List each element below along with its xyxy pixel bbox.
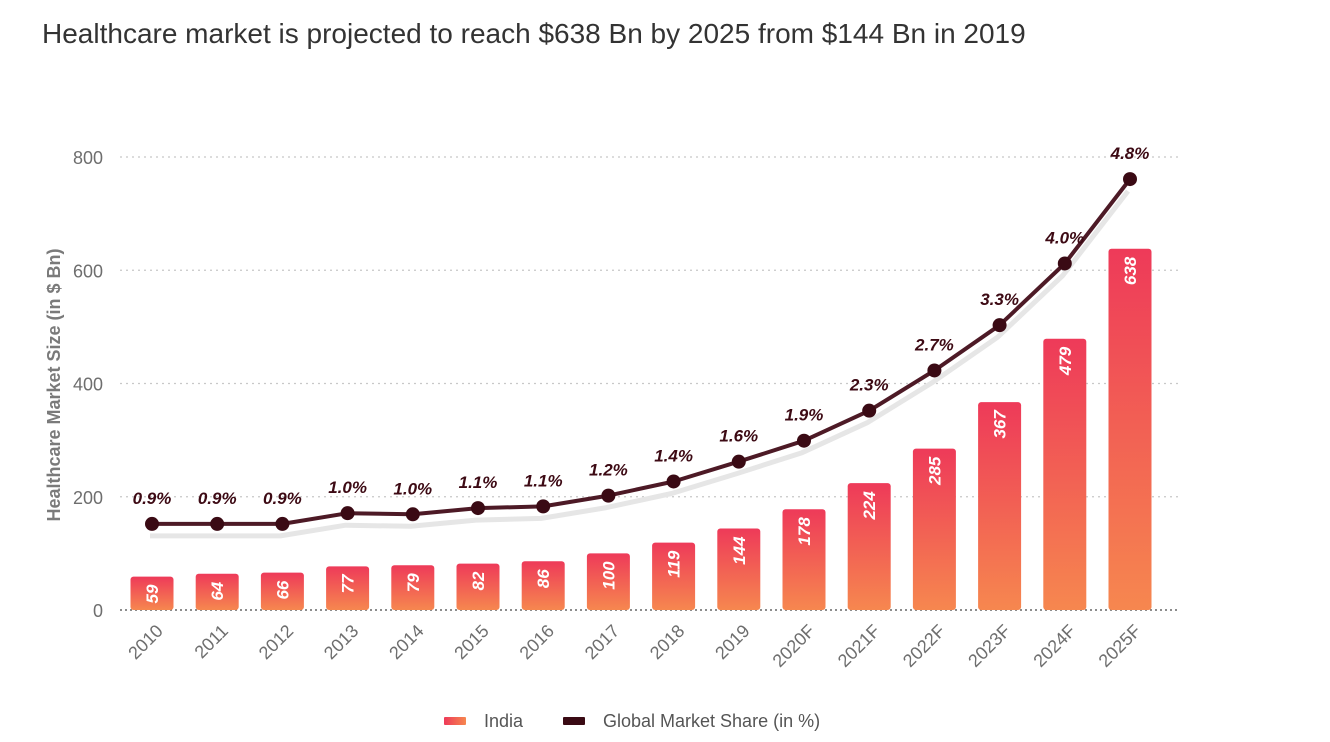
legend-swatch-global-share [563, 717, 585, 725]
share-value-label: 1.6% [719, 427, 758, 446]
bar [130, 576, 174, 610]
bar [847, 483, 891, 610]
share-marker [471, 501, 485, 516]
x-tick-label: 2019 [711, 621, 753, 663]
chart-title: Healthcare market is projected to reach … [42, 18, 1026, 49]
bar-series-india: 59 64 66 77 79 82 86 100 119 144 178 224 285 367 479 63… [130, 248, 1152, 611]
x-tick-label: 2016 [516, 621, 558, 663]
x-tick-label: 2024F [1029, 621, 1079, 671]
share-marker [275, 516, 290, 531]
share-marker [992, 318, 1007, 333]
share-marker [601, 488, 616, 503]
y-tick-label: 200 [73, 488, 103, 508]
y-tick-label: 0 [93, 601, 103, 621]
bar [586, 553, 630, 610]
legend-label-india: India [484, 711, 524, 731]
share-marker [797, 433, 811, 448]
share-value-label: 1.2% [589, 461, 628, 480]
x-tick-label: 2012 [255, 621, 297, 663]
bar-value-label: 100 [599, 561, 618, 590]
bar-value-label: 285 [925, 456, 944, 486]
bar-value-label: 82 [469, 571, 488, 590]
x-tick-label: 2014 [385, 621, 427, 663]
line-series-global-share: 0.9% 0.9% 0.9% 1.0% 1.0% 1.1% 1.1% 1.2% 1.4% 1.6%… [133, 144, 1150, 539]
share-value-label: 1.0% [328, 478, 367, 497]
x-tick-label: 2011 [191, 621, 233, 663]
legend-label-global-share: Global Market Share (in %) [603, 711, 820, 731]
share-value-label: 2.3% [849, 376, 889, 395]
bar-value-label: 59 [143, 584, 162, 603]
legend: India Global Market Share (in %) [444, 711, 820, 731]
x-tick-label: 2022F [899, 621, 949, 671]
bar [521, 561, 565, 610]
share-marker [1123, 172, 1137, 187]
bar [1043, 338, 1087, 610]
y-axis-ticks: 0 200 400 600 800 [73, 148, 103, 621]
x-tick-label: 2018 [646, 621, 688, 663]
share-line [150, 177, 1132, 526]
bar-value-label: 224 [860, 491, 879, 521]
legend-swatch-india [444, 717, 466, 725]
bar-value-label: 119 [665, 550, 684, 578]
y-axis-label: Healthcare Market Size (in $ Bn) [44, 248, 64, 521]
share-marker [666, 474, 681, 489]
x-tick-label: 2015 [450, 621, 492, 663]
share-value-label: 1.1% [524, 471, 563, 490]
bar-value-label: 86 [534, 569, 553, 588]
share-marker [145, 516, 159, 531]
x-tick-label: 2013 [320, 621, 362, 663]
bar [260, 572, 304, 610]
share-marker [340, 506, 355, 521]
bar-value-label: 64 [208, 581, 227, 600]
share-value-label: 4.0% [1044, 228, 1084, 247]
bar-value-label: 77 [339, 573, 358, 593]
bar [717, 528, 761, 610]
x-tick-label: 2023F [964, 621, 1014, 671]
share-marker [731, 454, 746, 469]
bar-value-label: 367 [991, 409, 1010, 439]
y-tick-label: 600 [73, 261, 103, 281]
share-value-label: 1.4% [654, 446, 693, 465]
share-marker [405, 507, 420, 522]
share-value-label: 2.7% [914, 335, 954, 354]
x-axis-ticks: 2010 2011 2012 2013 2014 2015 2016 2017 2018 2019… [124, 621, 1144, 671]
share-marker [210, 516, 225, 531]
bar [782, 509, 826, 610]
x-tick-label: 2020F [769, 621, 819, 671]
line-shadow [150, 189, 1130, 539]
share-marker [862, 403, 877, 418]
x-tick-label: 2025F [1095, 621, 1145, 671]
bar-value-label: 144 [730, 536, 749, 565]
share-value-label: 0.9% [133, 489, 172, 508]
share-marker [536, 499, 551, 514]
x-tick-label: 2017 [581, 621, 623, 663]
share-value-label: 0.9% [198, 489, 237, 508]
bar [456, 563, 500, 610]
bar [1108, 248, 1152, 611]
share-value-label: 4.8% [1110, 144, 1150, 163]
bar [912, 448, 956, 610]
share-value-label: 1.1% [459, 473, 498, 492]
share-value-label: 3.3% [980, 290, 1019, 309]
y-tick-label: 400 [73, 375, 103, 395]
bar-value-label: 479 [1056, 346, 1075, 376]
share-marker [927, 363, 942, 378]
y-tick-label: 800 [73, 148, 103, 168]
bar [391, 565, 435, 610]
share-value-label: 1.9% [785, 406, 824, 425]
x-tick-label: 2021F [834, 621, 884, 671]
bar-value-label: 66 [273, 580, 292, 599]
bar [326, 566, 370, 610]
share-marker [1057, 256, 1072, 271]
bar-value-label: 178 [795, 517, 814, 546]
bar [195, 573, 239, 610]
bar [978, 402, 1022, 610]
bar [652, 542, 696, 610]
x-tick-label: 2010 [124, 621, 166, 663]
bar-value-label: 79 [404, 573, 423, 592]
bar-value-label: 638 [1121, 256, 1140, 285]
share-value-label: 0.9% [263, 489, 302, 508]
share-value-label: 1.0% [393, 479, 432, 498]
